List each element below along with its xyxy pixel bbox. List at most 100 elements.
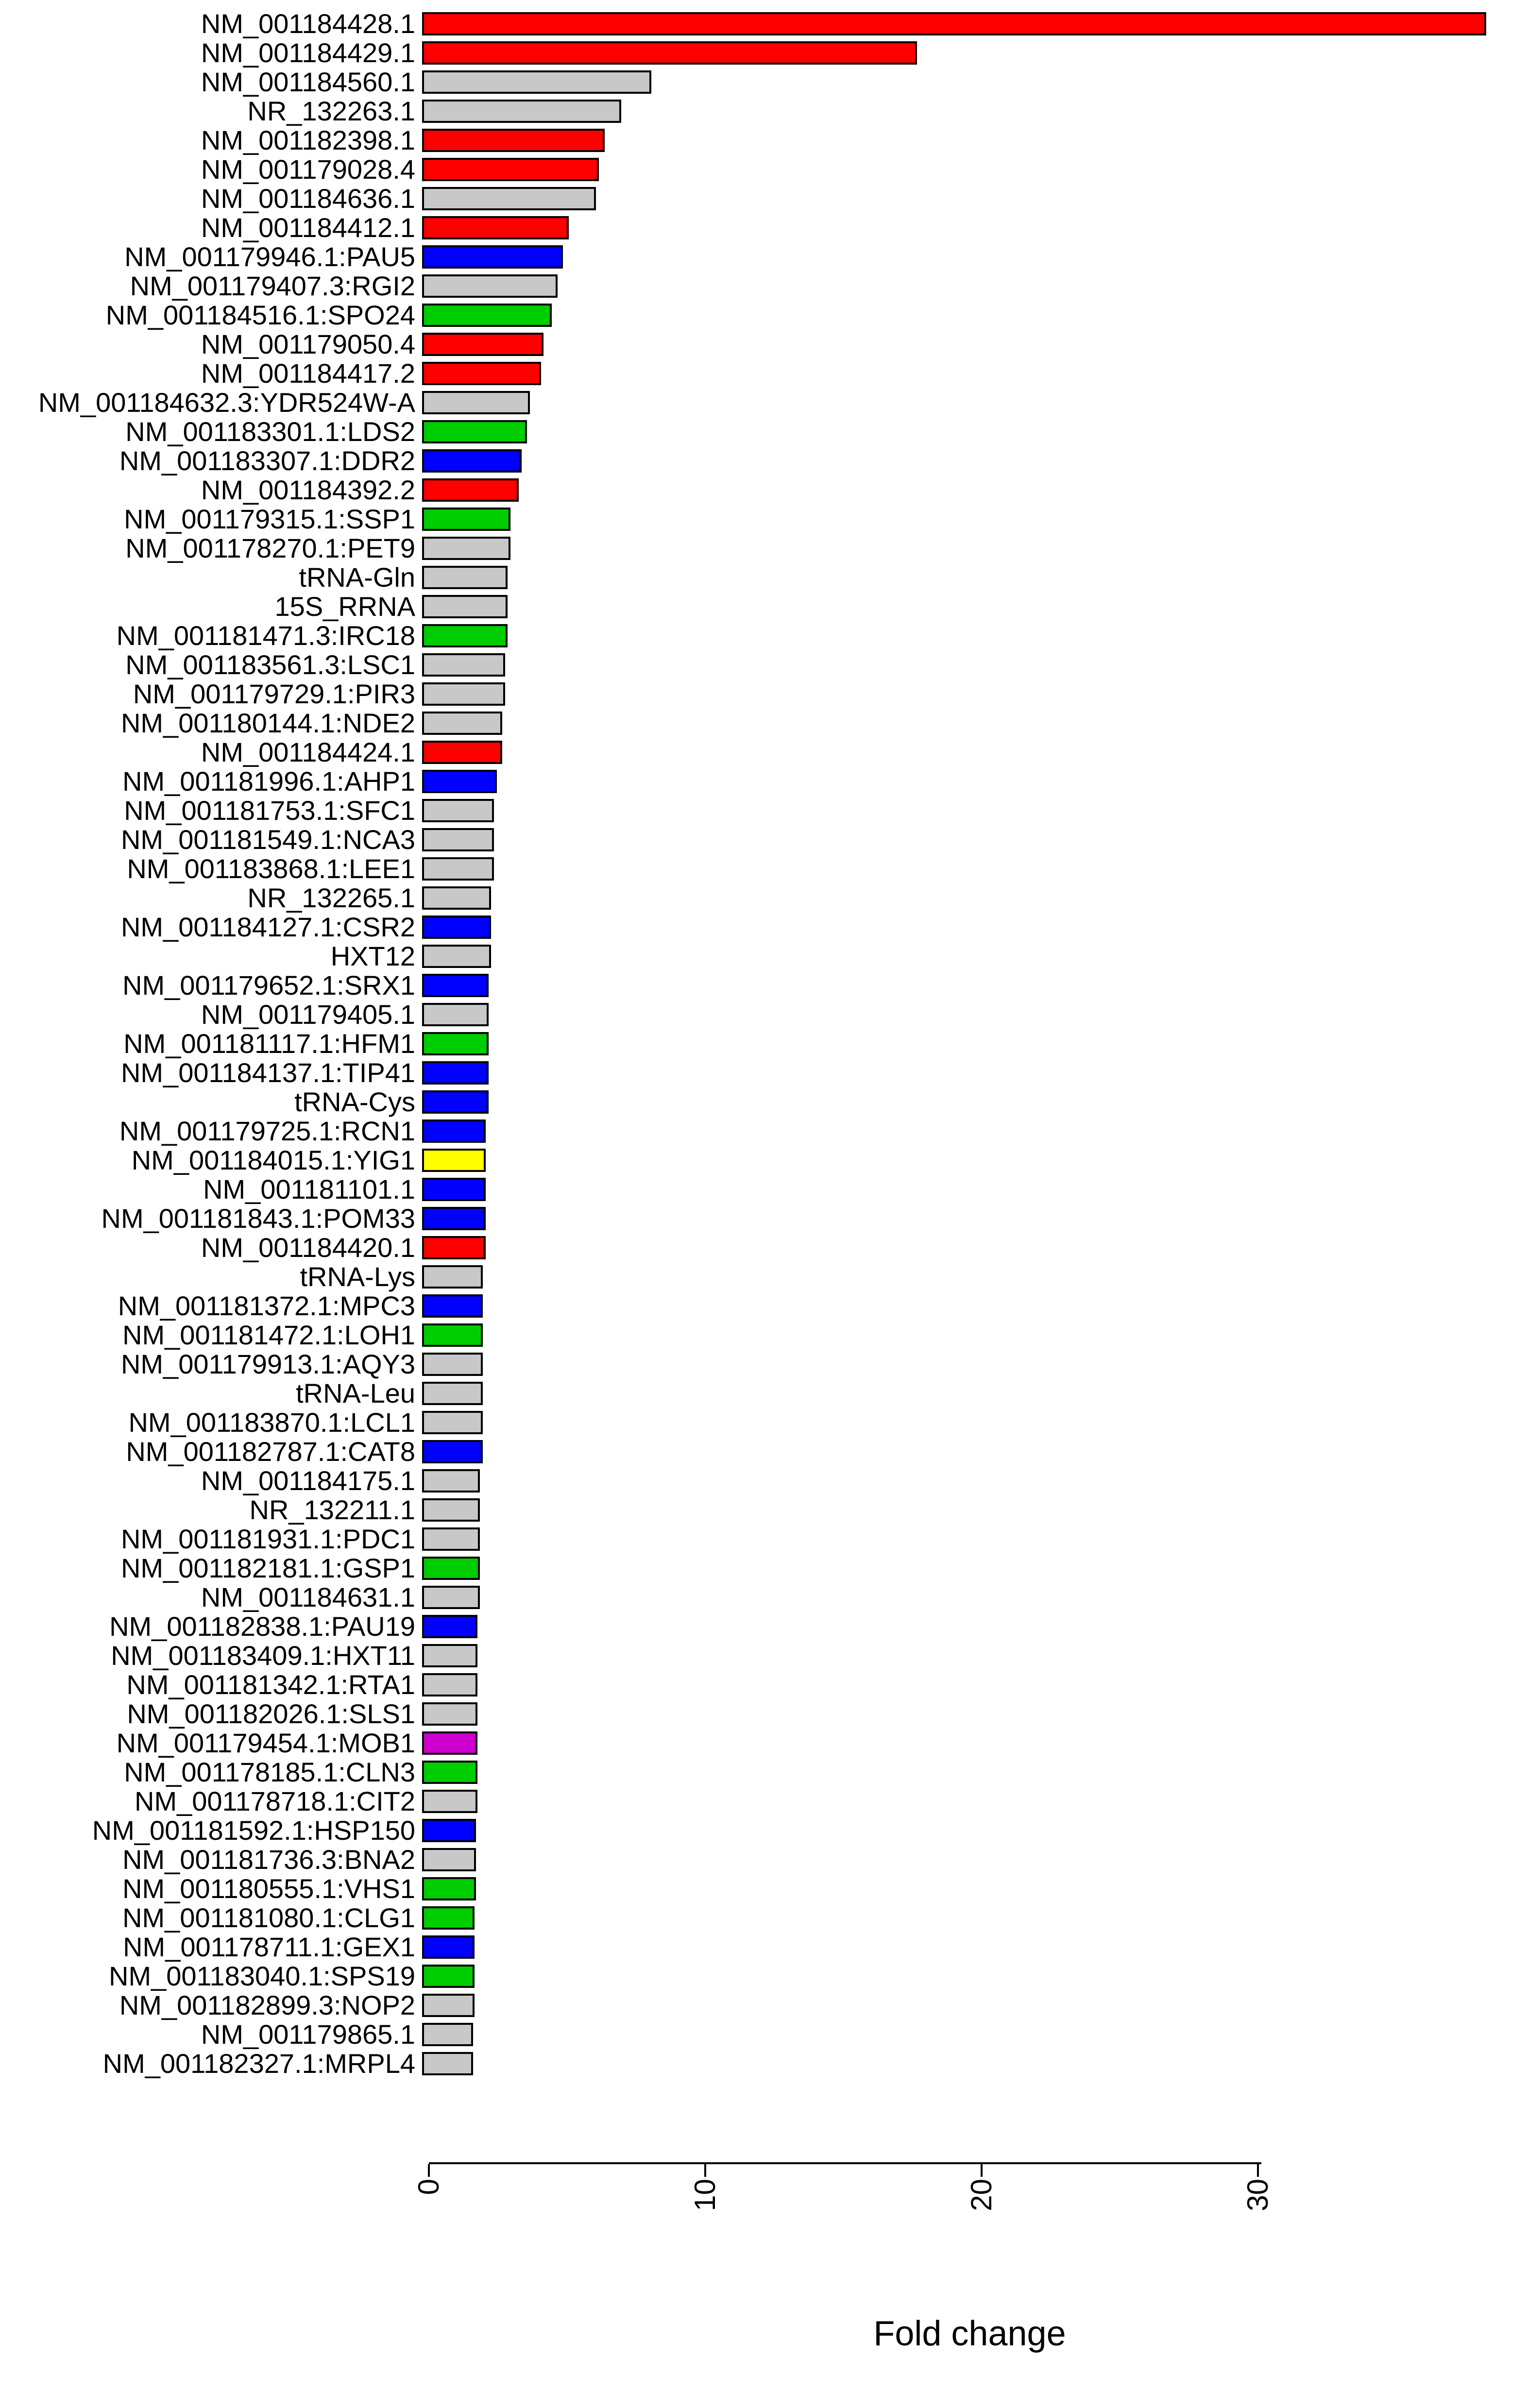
chart-row: NR_132211.1	[0, 1495, 1528, 1525]
x-axis-line	[429, 2162, 1261, 2164]
x-axis-tick	[981, 2164, 983, 2177]
bar-area	[422, 1437, 1528, 1466]
bar-area	[422, 1175, 1528, 1204]
chart-row: NM_001181931.1:PDC1	[0, 1525, 1528, 1554]
chart-row: NM_001181592.1:HSP150	[0, 1816, 1528, 1845]
bar-area	[422, 1350, 1528, 1379]
bar	[422, 12, 1486, 35]
category-label: NM_001183301.1:LDS2	[125, 416, 415, 447]
category-label: NM_001179028.4	[201, 154, 415, 185]
bar	[422, 304, 552, 327]
bar	[422, 158, 599, 181]
category-label: NR_132265.1	[247, 882, 415, 913]
chart-row: NM_001181549.1:NCA3	[0, 825, 1528, 854]
category-label: tRNA-Gln	[299, 562, 415, 593]
category-label: NM_001179729.1:PIR3	[133, 678, 415, 709]
bar-area	[422, 388, 1528, 417]
bar	[422, 712, 502, 735]
chart-row: NM_001184428.1	[0, 9, 1528, 38]
category-label: NM_001184137.1:TIP41	[120, 1057, 415, 1088]
bar	[422, 1527, 480, 1551]
bar-area	[422, 1204, 1528, 1233]
category-label: NM_001184429.1	[201, 37, 415, 68]
chart-row: NM_001182787.1:CAT8	[0, 1437, 1528, 1466]
category-label: NM_001181117.1:HFM1	[123, 1028, 415, 1059]
bar-area	[422, 650, 1528, 679]
bar	[422, 1178, 486, 1201]
chart-row: NM_001179050.4	[0, 330, 1528, 359]
bar-area	[422, 475, 1528, 505]
category-label: NM_001181549.1:NCA3	[120, 824, 415, 855]
bar	[422, 1119, 486, 1143]
chart-row: NM_001180555.1:VHS1	[0, 1874, 1528, 1903]
bar	[422, 1586, 480, 1609]
category-label: NM_001179315.1:SSP1	[124, 504, 415, 534]
bar-area	[422, 1816, 1528, 1845]
bar	[422, 41, 917, 65]
bar	[422, 1877, 476, 1900]
category-label: NM_001181101.1	[203, 1174, 415, 1204]
bar	[422, 1731, 477, 1755]
category-label: tRNA-Cys	[294, 1086, 415, 1117]
chart-row: tRNA-Lys	[0, 1262, 1528, 1291]
bar-area	[422, 1233, 1528, 1262]
chart-row: NR_132263.1	[0, 97, 1528, 126]
bar-area	[422, 2049, 1528, 2078]
chart-row: NM_001178718.1:CIT2	[0, 1787, 1528, 1816]
bar-area	[422, 767, 1528, 796]
chart-row: NM_001183561.3:LSC1	[0, 650, 1528, 679]
x-axis-tick	[1257, 2164, 1259, 2177]
chart-row: NM_001181996.1:AHP1	[0, 767, 1528, 796]
bar-area	[422, 1670, 1528, 1699]
chart-row: NM_001179315.1:SSP1	[0, 505, 1528, 534]
bar-area	[422, 330, 1528, 359]
category-label: NM_001179407.3:RGI2	[130, 271, 415, 301]
chart-row: NM_001181753.1:SFC1	[0, 796, 1528, 825]
bar-area	[422, 1146, 1528, 1175]
bar	[422, 1440, 483, 1463]
bar-area	[422, 971, 1528, 1000]
bar-area	[422, 2020, 1528, 2049]
x-axis-tick	[428, 2164, 430, 2177]
chart-row: NM_001182181.1:GSP1	[0, 1554, 1528, 1583]
category-label: NM_001181472.1:LOH1	[122, 1320, 415, 1350]
category-label: NM_001184631.1	[201, 1582, 415, 1612]
bar-area	[422, 854, 1528, 883]
chart-row: NM_001181372.1:MPC3	[0, 1291, 1528, 1321]
chart-row: NM_001178270.1:PET9	[0, 534, 1528, 563]
chart-row: NM_001184631.1	[0, 1583, 1528, 1612]
category-label: NM_001178711.1:GEX1	[123, 1932, 415, 1962]
chart-row: NM_001179865.1	[0, 2020, 1528, 2049]
bar	[422, 1702, 477, 1726]
bar-area	[422, 796, 1528, 825]
bar-area	[422, 126, 1528, 155]
category-label: NM_001182398.1	[201, 125, 415, 155]
category-label: NM_001179405.1	[201, 999, 415, 1030]
category-label: NM_001184127.1:CSR2	[120, 912, 415, 942]
bar-area	[422, 417, 1528, 446]
chart-row: NM_001179405.1	[0, 1000, 1528, 1029]
chart-row: NM_001182398.1	[0, 126, 1528, 155]
chart-row: 15S_RRNA	[0, 592, 1528, 621]
chart-row: NM_001178711.1:GEX1	[0, 1933, 1528, 1962]
chart-row: NM_001184516.1:SPO24	[0, 301, 1528, 330]
bar-area	[422, 9, 1528, 38]
bar	[422, 2052, 473, 2075]
category-label: NM_001182327.1:MRPL4	[102, 2048, 415, 2079]
bar	[422, 1323, 483, 1347]
bar	[422, 1207, 486, 1230]
chart-row: NM_001184175.1	[0, 1466, 1528, 1495]
bar	[422, 1848, 476, 1871]
bar	[422, 1906, 475, 1930]
category-label: tRNA-Lys	[300, 1261, 415, 1292]
chart-row: NM_001183301.1:LDS2	[0, 417, 1528, 446]
bar	[422, 1615, 477, 1638]
bar-area	[422, 359, 1528, 388]
category-label: NM_001184015.1:YIG1	[131, 1145, 415, 1175]
category-label: NM_001184412.1	[201, 212, 415, 243]
category-label: NM_001184636.1	[201, 183, 415, 214]
bar	[422, 1090, 489, 1114]
bar	[422, 886, 491, 910]
bar-area	[422, 738, 1528, 767]
bar-area	[422, 709, 1528, 738]
